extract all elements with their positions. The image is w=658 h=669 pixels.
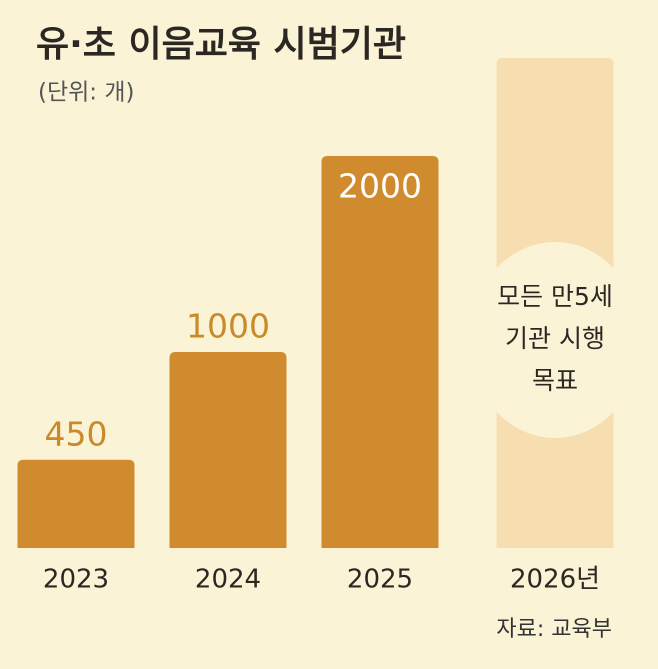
value-label: 450	[45, 414, 108, 453]
annotation-line: 모든 만5세	[497, 282, 613, 311]
value-label: 1000	[186, 307, 270, 346]
source: 자료: 교육부	[496, 617, 612, 642]
bar	[17, 459, 135, 548]
x-tick-label: 2023	[43, 565, 109, 595]
chart-title: 유·초 이음교육 시범기관	[36, 24, 406, 65]
chart-subtitle: (단위: 개)	[38, 80, 135, 106]
annotation-line: 목표	[532, 366, 578, 395]
x-tick-label: 2024	[195, 565, 261, 595]
bar	[169, 352, 287, 548]
x-tick-label: 2026년	[510, 565, 600, 595]
value-label: 2000	[338, 167, 422, 206]
bar	[321, 156, 439, 548]
x-tick-label: 2025	[347, 565, 413, 595]
annotation-line: 기관 시행	[505, 324, 605, 353]
annotation-bubble	[469, 242, 641, 438]
